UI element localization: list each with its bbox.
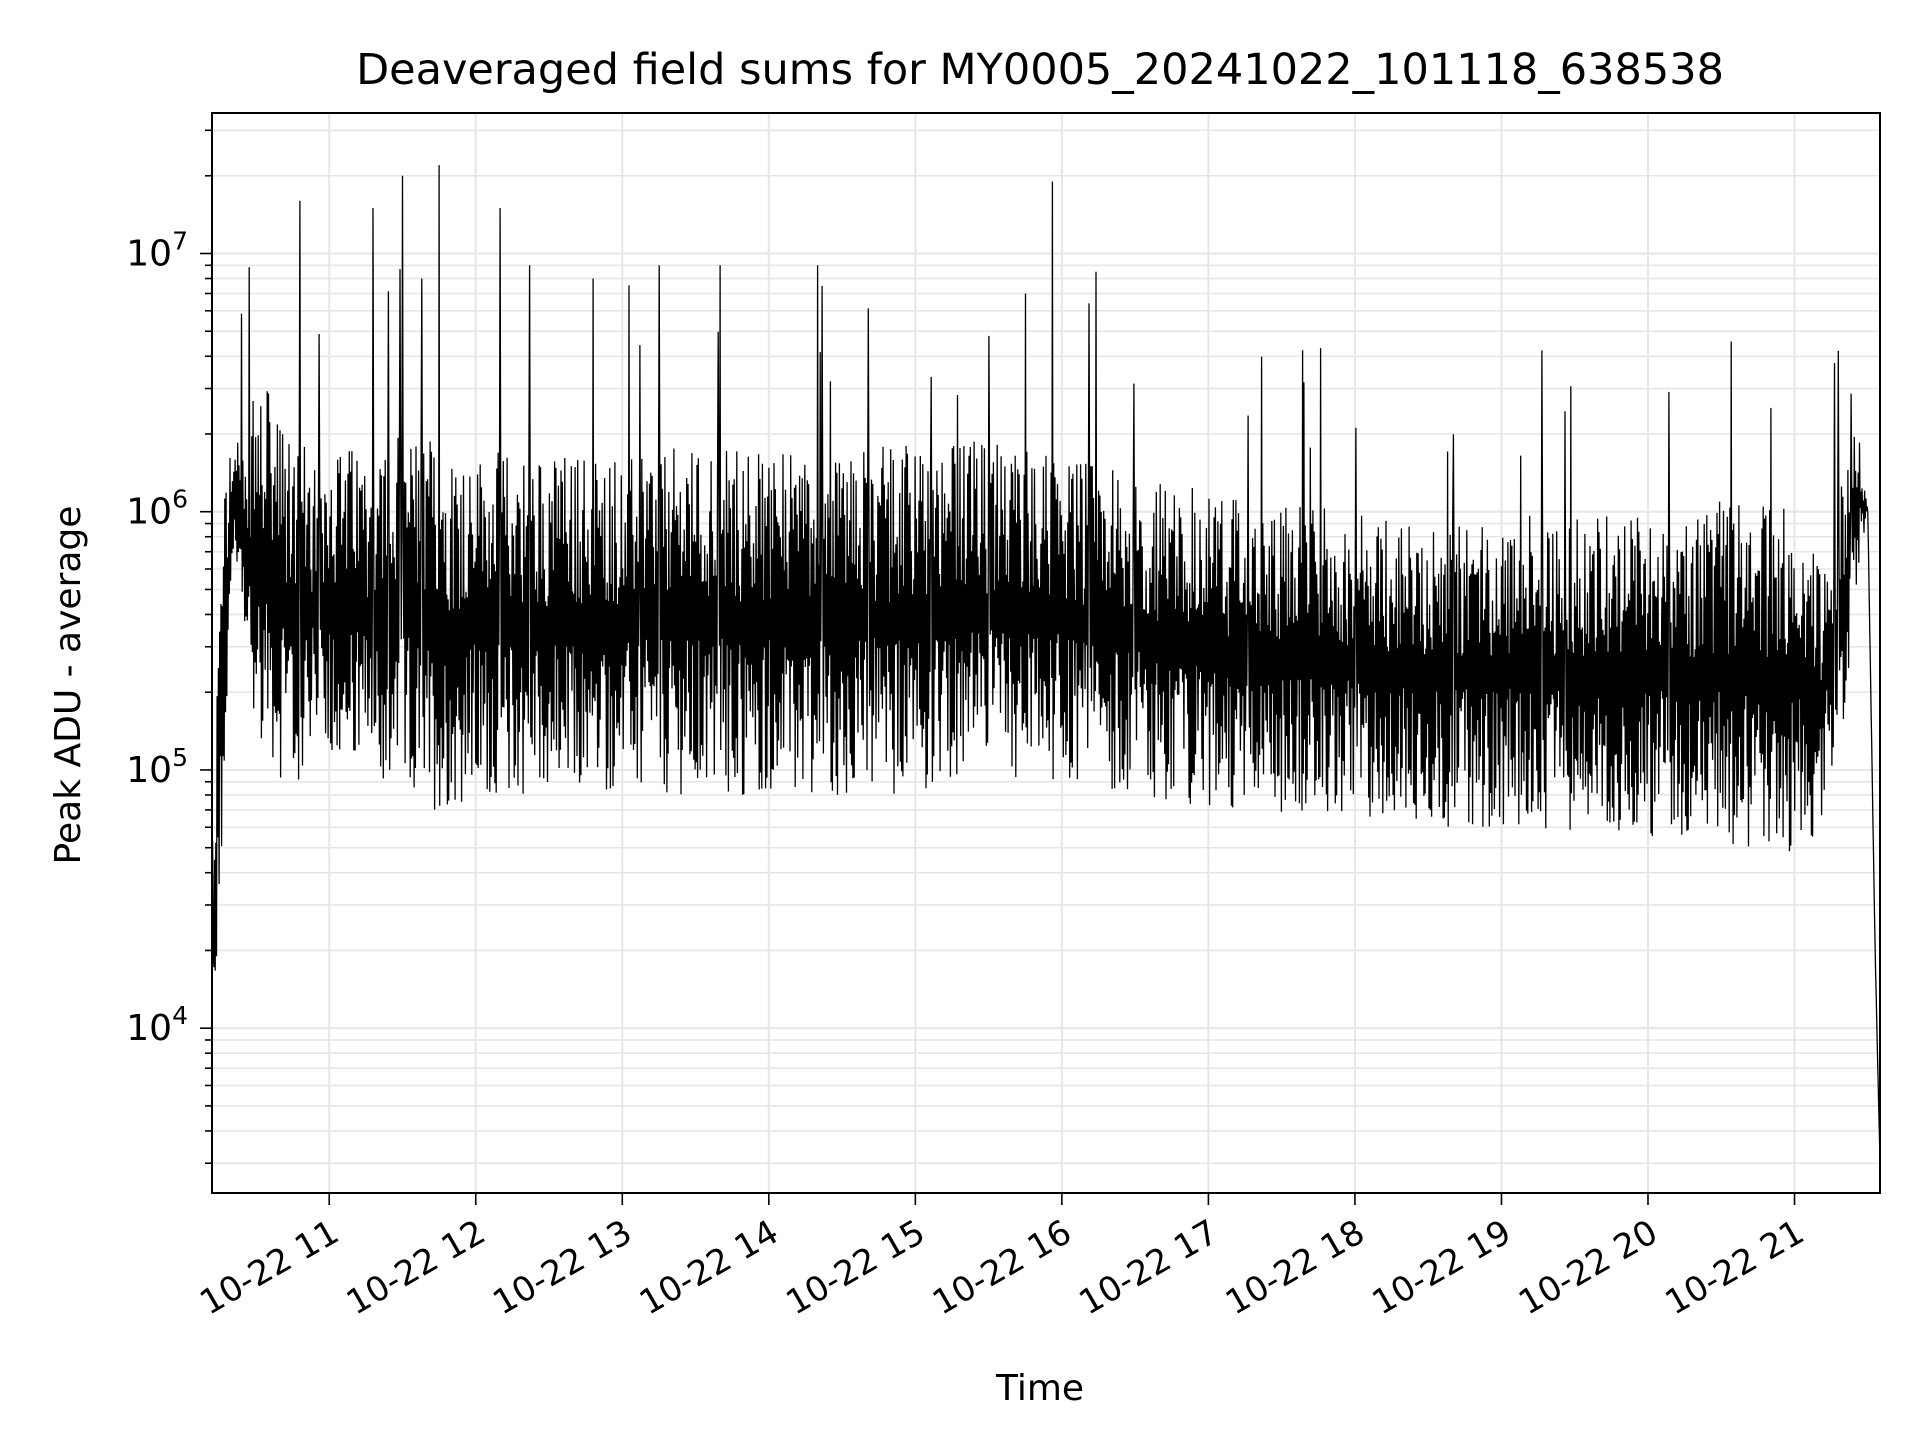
y-tick-label: 104 <box>126 1001 188 1049</box>
x-axis-label: Time <box>995 1368 1084 1409</box>
y-axis-label: Peak ADU - average <box>48 506 89 865</box>
chart-title: Deaveraged field sums for MY0005_2024102… <box>356 45 1724 95</box>
y-tick-label: 106 <box>126 485 188 533</box>
series-layer <box>211 165 1881 1164</box>
series-line <box>211 165 1881 1164</box>
y-tick-label: 107 <box>126 226 188 274</box>
y-tick-label: 105 <box>126 743 188 791</box>
plot-frame <box>211 112 1881 1194</box>
